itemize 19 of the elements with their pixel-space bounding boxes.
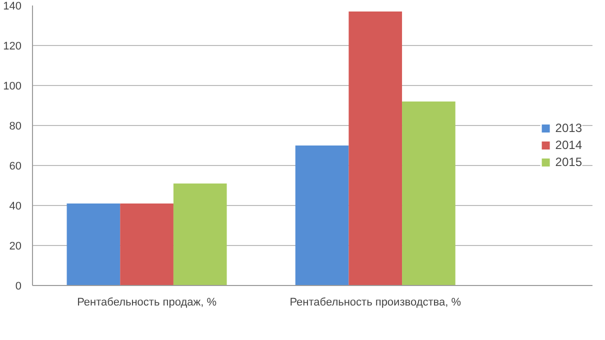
legend-label: 2015 bbox=[555, 155, 582, 169]
x-tick-label: Рентабельность продаж, % bbox=[77, 296, 217, 308]
y-tick-label: 80 bbox=[9, 120, 22, 132]
bar bbox=[348, 12, 402, 286]
y-tick-label: 100 bbox=[3, 80, 22, 92]
bar bbox=[295, 146, 349, 286]
bar bbox=[66, 204, 120, 286]
y-tick-label: 20 bbox=[9, 240, 22, 252]
y-tick-label: 120 bbox=[3, 40, 22, 52]
y-tick-label: 140 bbox=[3, 0, 22, 12]
legend-label: 2013 bbox=[555, 121, 582, 135]
y-tick-label: 60 bbox=[9, 160, 22, 172]
bar bbox=[120, 204, 174, 286]
bar bbox=[173, 184, 227, 286]
y-tick-label: 40 bbox=[9, 200, 22, 212]
bar bbox=[402, 102, 456, 286]
x-tick-label: Рентабельность производства, % bbox=[290, 296, 462, 308]
y-tick-label: 0 bbox=[15, 280, 22, 292]
legend-label: 2014 bbox=[555, 138, 582, 152]
